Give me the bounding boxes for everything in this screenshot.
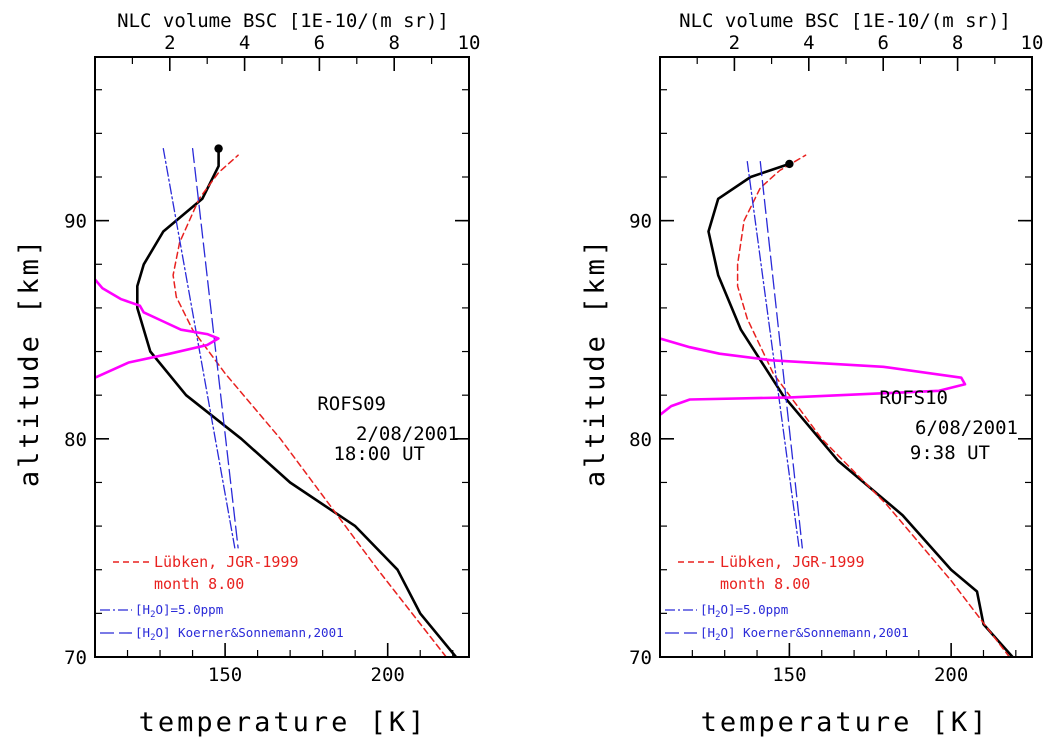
left-bsc-curve-4 <box>95 278 220 380</box>
right-top-tick-label: 10 <box>1021 32 1044 54</box>
right-curves <box>660 154 1014 657</box>
right-top-tick-label: 2 <box>729 32 740 54</box>
right-y-tick-label: 70 <box>629 647 652 669</box>
left-y-tick-label: 70 <box>64 647 87 669</box>
left-legend-model-line1: Lübken, JGR-1999 <box>154 553 299 571</box>
right-y-axis-label: altitude [km] <box>580 237 611 487</box>
right-top-tick-label: 8 <box>952 32 963 54</box>
right-top-tick-label: 6 <box>877 32 888 54</box>
right-top-tick-label: 4 <box>803 32 814 54</box>
right-info-line-2: 6/08/2001 <box>915 417 1018 439</box>
left-y-tick-label: 80 <box>64 429 87 451</box>
right-top-axis-label: NLC volume BSC [1E-10/(m sr)] <box>679 10 1011 32</box>
left-info-line-1: ROFS09 <box>317 393 386 415</box>
left-x-tick-label: 200 <box>371 664 405 686</box>
left-y-axis-label: altitude [km] <box>14 237 45 487</box>
left-info-line-3: 18:00 UT <box>333 443 425 465</box>
left-top-tick-label: 10 <box>458 32 481 54</box>
left-legend-h2o-model-label: [H2O] Koerner&Sonnemann,2001 <box>135 625 344 643</box>
right-x-tick-label: 150 <box>772 664 806 686</box>
left-chart-plot-area: 150 200 70 80 90 2 4 6 8 10 <box>64 32 480 686</box>
left-chart: 150 200 70 80 90 2 4 6 8 10 NLC volume BSC [1E-10… <box>14 10 480 738</box>
left-frost_point-curve-2 <box>162 147 236 549</box>
left-info-line-2: 2/08/2001 <box>356 423 459 445</box>
right-info-line-3: 9:38 UT <box>910 442 990 464</box>
right-legend-h2o-const-label: [H2O]=5.0ppm <box>700 602 788 620</box>
right-chart-plot-area: 150 200 70 80 90 2 4 6 8 10 <box>629 32 1043 686</box>
left-top-tick-label: 4 <box>239 32 250 54</box>
left-legend-h2o-const-label: [H2O]=5.0ppm <box>135 602 223 620</box>
left-top-tick-label: 2 <box>164 32 175 54</box>
left-minor-ticks <box>94 57 469 657</box>
left-legend-model-line2: month 8.00 <box>154 575 244 593</box>
right-legend-model-line2: month 8.00 <box>720 575 810 593</box>
right-frost_point-curve-2 <box>746 161 800 549</box>
right-y-tick-label: 90 <box>629 211 652 233</box>
right-model-curve-1 <box>736 154 1011 657</box>
right-bsc-curve-4 <box>660 337 967 417</box>
right-x-tick-label: 200 <box>934 664 968 686</box>
left-top-tick-label: 6 <box>314 32 325 54</box>
right-legend-h2o-model-label: [H2O] Koerner&Sonnemann,2001 <box>700 625 909 643</box>
right-x-axis-label: temperature [K] <box>701 707 990 738</box>
right-chart: 150 200 70 80 90 2 4 6 8 10 NLC volume BSC [1E-10… <box>580 10 1043 738</box>
right-temperature-top-marker <box>785 159 794 169</box>
left-top-axis-label: NLC volume BSC [1E-10/(m sr)] <box>117 10 449 32</box>
left-curves <box>95 147 458 657</box>
right-temperature-curve-0 <box>707 162 1014 657</box>
left-y-tick-label: 90 <box>64 211 87 233</box>
left-temperature-top-marker <box>214 144 223 153</box>
left-legend: Lübken, JGR-1999 month 8.00 [H2O]=5.0ppm… <box>100 553 344 643</box>
left-frost_point-curve-3 <box>191 147 239 549</box>
right-frost_point-curve-3 <box>759 161 803 549</box>
right-y-tick-label: 80 <box>629 429 652 451</box>
right-legend: Lübken, JGR-1999 month 8.00 [H2O]=5.0ppm… <box>665 553 909 643</box>
left-temperature-curve-0 <box>136 147 458 657</box>
right-legend-model-line1: Lübken, JGR-1999 <box>720 553 865 571</box>
left-x-tick-label: 150 <box>208 664 242 686</box>
left-x-axis-label: temperature [K] <box>139 707 428 738</box>
right-info-line-1: ROFS10 <box>879 387 948 409</box>
left-top-tick-label: 8 <box>388 32 399 54</box>
left-model-curve-1 <box>172 154 447 657</box>
